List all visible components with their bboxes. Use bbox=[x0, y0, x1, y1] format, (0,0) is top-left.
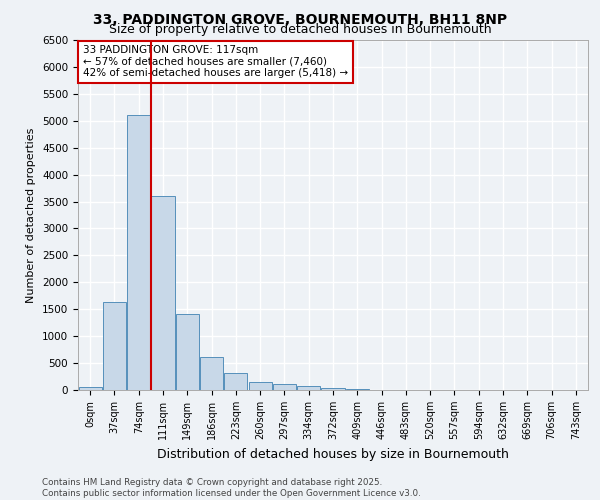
X-axis label: Distribution of detached houses by size in Bournemouth: Distribution of detached houses by size … bbox=[157, 448, 509, 460]
Y-axis label: Number of detached properties: Number of detached properties bbox=[26, 128, 37, 302]
Text: Size of property relative to detached houses in Bournemouth: Size of property relative to detached ho… bbox=[109, 22, 491, 36]
Bar bbox=[322, 388, 344, 390]
Bar bbox=[151, 196, 175, 390]
Bar bbox=[200, 357, 223, 390]
Bar bbox=[176, 314, 199, 390]
Bar bbox=[127, 116, 150, 390]
Bar bbox=[297, 386, 320, 390]
Bar bbox=[103, 302, 126, 390]
Text: Contains HM Land Registry data © Crown copyright and database right 2025.
Contai: Contains HM Land Registry data © Crown c… bbox=[42, 478, 421, 498]
Bar bbox=[346, 389, 369, 390]
Text: 33, PADDINGTON GROVE, BOURNEMOUTH, BH11 8NP: 33, PADDINGTON GROVE, BOURNEMOUTH, BH11 … bbox=[93, 12, 507, 26]
Bar bbox=[224, 374, 247, 390]
Text: 33 PADDINGTON GROVE: 117sqm
← 57% of detached houses are smaller (7,460)
42% of : 33 PADDINGTON GROVE: 117sqm ← 57% of det… bbox=[83, 46, 348, 78]
Bar bbox=[248, 382, 272, 390]
Bar bbox=[273, 384, 296, 390]
Bar bbox=[79, 387, 101, 390]
